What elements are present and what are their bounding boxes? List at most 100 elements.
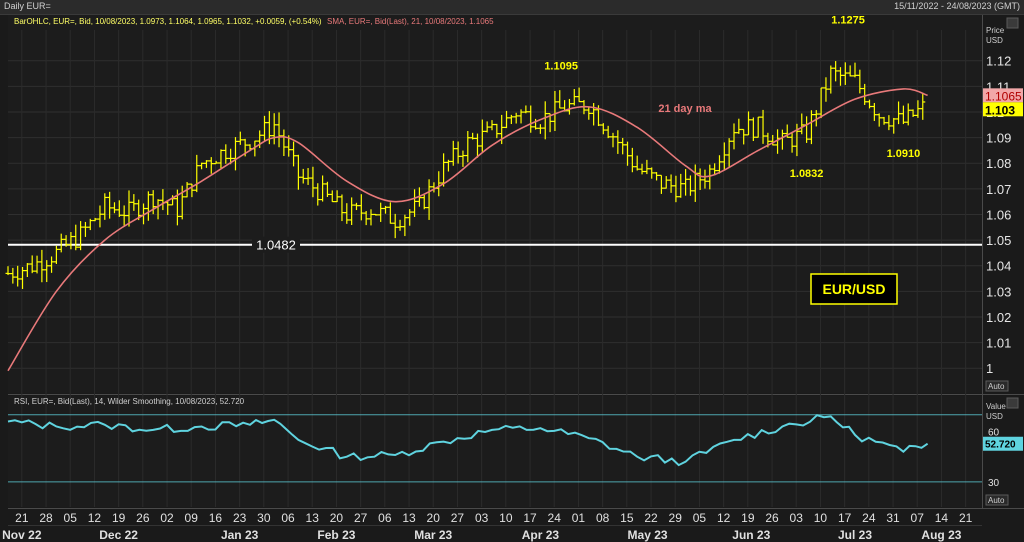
x-day-label: 10	[499, 511, 513, 525]
x-day-label: 13	[402, 511, 416, 525]
rsi-axis-title: Value	[986, 402, 1006, 411]
support-label-bg	[252, 236, 300, 253]
price-auto-button[interactable]	[985, 380, 1009, 392]
price-tick-label: 1	[986, 361, 993, 376]
x-day-label: 19	[741, 511, 755, 525]
annotation-july-low: 1.0832	[790, 168, 824, 180]
x-day-label: 13	[306, 511, 320, 525]
x-day-label: 22	[644, 511, 658, 525]
rsi-panel-close-button[interactable]	[1006, 397, 1019, 409]
x-day-label: 21	[959, 511, 973, 525]
last-price-tag-text: 1.103	[985, 103, 1015, 117]
x-day-label: 03	[475, 511, 489, 525]
rsi-tick-label: 60	[988, 428, 1000, 439]
sma-legend: SMA, EUR=, Bid(Last), 21, 10/08/2023, 1.…	[327, 17, 494, 26]
x-day-label: 15	[620, 511, 634, 525]
x-day-label: 07	[911, 511, 925, 525]
rsi-plot-area	[8, 396, 982, 507]
window-titlebar: Daily EUR= 15/11/2022 - 24/08/2023 (GMT)	[0, 0, 1024, 15]
price-auto-label: Auto	[988, 382, 1005, 391]
x-month-label: Nov 22	[2, 528, 42, 542]
x-month-label: Jul 23	[838, 528, 872, 542]
window-title: Daily EUR=	[4, 1, 51, 11]
rsi-auto-button[interactable]	[985, 494, 1009, 506]
x-day-label: 06	[281, 511, 295, 525]
price-axis[interactable]: 1.121.111.11.091.081.071.061.051.041.031…	[986, 54, 1011, 376]
price-panel-close-button[interactable]	[1006, 17, 1019, 29]
price-plot-area	[8, 15, 982, 393]
x-axis-months: Nov 22 Dec 22 Jan 23 Feb 23 Mar 23 Apr 23 May …	[2, 528, 962, 542]
x-day-label: 06	[378, 511, 392, 525]
support-label: 1.0482	[256, 238, 296, 253]
x-month-label: Jun 23	[732, 528, 770, 542]
x-month-label: Jan 23	[221, 528, 259, 542]
date-range: 15/11/2022 - 24/08/2023 (GMT)	[894, 1, 1020, 11]
price-tick-label: 1.03	[986, 284, 1011, 299]
x-day-label: 24	[862, 511, 876, 525]
x-day-label: 09	[185, 511, 199, 525]
price-tick-label: 1.06	[986, 207, 1011, 222]
x-month-label: Apr 23	[522, 528, 560, 542]
x-day-label: 01	[572, 511, 586, 525]
rsi-tick-label: 30	[988, 478, 1000, 489]
x-day-label: 17	[523, 511, 537, 525]
price-axis-title: Price	[986, 26, 1005, 35]
price-tick-label: 1.08	[986, 156, 1011, 171]
rsi-auto-label: Auto	[988, 496, 1005, 505]
x-axis-days: 21 28 05 12 19 26 02 09 16 23 30 06 13 20 27 06 13 20 27 03…	[15, 511, 972, 525]
x-day-label: 30	[257, 511, 271, 525]
x-day-label: 12	[88, 511, 102, 525]
x-day-label: 20	[427, 511, 441, 525]
x-month-label: Dec 22	[99, 528, 138, 542]
annotation-high: 1.1275	[831, 15, 865, 27]
instrument-box	[810, 273, 898, 305]
last-price-tag	[983, 102, 1023, 117]
x-day-label: 23	[233, 511, 247, 525]
instrument-box-label: EUR/USD	[822, 281, 885, 297]
rsi-levels	[8, 414, 982, 483]
x-day-label: 24	[548, 511, 562, 525]
sma-annotation: 21 day ma	[658, 103, 712, 115]
price-tick-label: 1.05	[986, 233, 1011, 248]
x-day-label: 17	[838, 511, 852, 525]
x-day-label: 14	[935, 511, 949, 525]
x-day-label: 20	[330, 511, 344, 525]
rsi-legend: RSI, EUR=, Bid(Last), 14, Wilder Smoothi…	[14, 397, 245, 406]
x-day-label: 05	[693, 511, 707, 525]
x-day-label: 26	[136, 511, 150, 525]
x-day-label: 16	[209, 511, 223, 525]
x-month-label: Aug 23	[921, 528, 961, 542]
x-day-label: 31	[886, 511, 900, 525]
sma-value-tag-text: 1.1065	[985, 89, 1022, 103]
x-day-label: 21	[15, 511, 29, 525]
price-axis-unit: USD	[986, 36, 1003, 45]
rsi-axis-unit: USD	[986, 412, 1003, 421]
rsi-value-tag-text: 52.720	[985, 440, 1016, 451]
price-tick-label: 1.02	[986, 310, 1011, 325]
x-day-label: 08	[596, 511, 610, 525]
x-day-label: 03	[790, 511, 804, 525]
sma-value-tag	[983, 88, 1023, 103]
x-day-label: 28	[39, 511, 53, 525]
rsi-value-tag	[983, 436, 1023, 451]
annotation-april-high: 1.1095	[544, 61, 578, 73]
x-day-label: 10	[814, 511, 828, 525]
x-month-label: Feb 23	[317, 528, 355, 542]
x-day-label: 02	[160, 511, 174, 525]
ohlc-bars	[5, 61, 926, 289]
rsi-axis[interactable]: 60 30	[988, 428, 1000, 489]
x-month-label: Mar 23	[414, 528, 452, 542]
x-day-label: 27	[451, 511, 465, 525]
x-day-label: 12	[717, 511, 731, 525]
ohlc-legend: BarOHLC, EUR=, Bid, 10/08/2023, 1.0973, …	[14, 17, 322, 26]
x-day-label: 05	[64, 511, 78, 525]
grid	[8, 30, 982, 507]
x-day-label: 27	[354, 511, 368, 525]
price-tick-label: 1.09	[986, 131, 1011, 146]
sma-line	[7, 88, 928, 372]
annotation-august-low: 1.0910	[887, 148, 921, 160]
price-tick-label: 1.12	[986, 54, 1011, 69]
x-month-label: May 23	[628, 528, 668, 542]
price-tick-label: 1.01	[986, 336, 1011, 351]
